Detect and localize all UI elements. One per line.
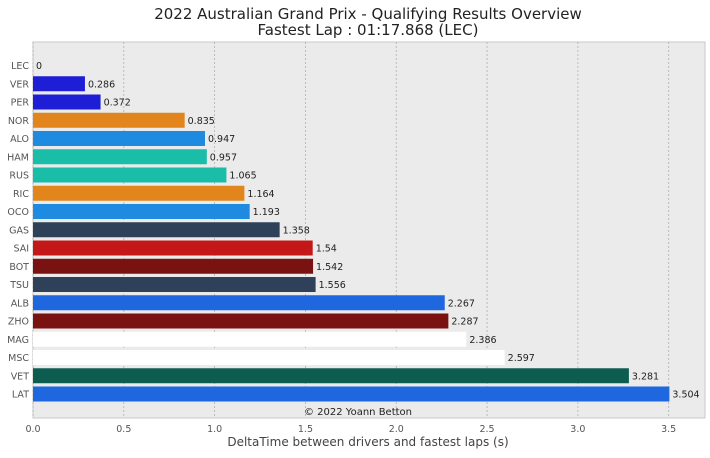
bar-gas <box>33 222 280 238</box>
bar-per <box>33 94 101 110</box>
y-tick-label-tsu: TSU <box>9 280 29 291</box>
bar-ver <box>33 76 85 92</box>
bar-tsu <box>33 277 316 292</box>
y-axis-tick-labels: LEC VER PER NOR ALO HAM RUS RIC OCO GAS SAI BOT TSU A… <box>7 61 29 401</box>
x-tick-label: 2.0 <box>389 424 404 435</box>
x-axis-tick-labels: 0.0 0.5 1.0 1.5 2.0 2.5 3.0 3.5 <box>25 424 676 435</box>
bar-ham <box>33 149 207 165</box>
value-label-zho: 2.287 <box>451 317 478 328</box>
value-label-rus: 1.065 <box>229 171 256 182</box>
x-tick-label: 2.5 <box>479 424 494 435</box>
y-tick-label-gas: GAS <box>9 225 29 236</box>
value-label-ric: 1.164 <box>247 189 274 200</box>
bar-rus <box>33 167 227 183</box>
y-tick-label-alb: ALB <box>11 298 29 309</box>
value-label-tsu: 1.556 <box>319 280 346 291</box>
value-label-sai: 1.54 <box>316 244 337 255</box>
y-tick-label-alo: ALO <box>10 134 29 145</box>
value-label-vet: 3.281 <box>632 371 659 382</box>
value-label-gas: 1.358 <box>283 225 310 236</box>
value-label-ham: 0.957 <box>210 152 237 163</box>
y-tick-label-sai: SAI <box>13 244 29 255</box>
value-labels: 0 0.286 0.372 0.835 0.947 0.957 1.065 1.164 1.19… <box>36 61 700 401</box>
chart-title: 2022 Australian Grand Prix - Qualifying … <box>154 5 582 23</box>
y-tick-label-ric: RIC <box>13 189 29 200</box>
y-tick-label-lec: LEC <box>11 61 29 72</box>
y-tick-label-vet: VET <box>11 371 30 382</box>
value-label-alb: 2.267 <box>448 298 475 309</box>
bar-lat <box>33 386 670 402</box>
bar-sai <box>33 240 313 256</box>
bar-bot <box>33 258 314 274</box>
y-tick-label-per: PER <box>11 98 30 109</box>
bar-vet <box>33 368 629 384</box>
y-tick-label-mag: MAG <box>7 335 29 346</box>
x-tick-label: 3.5 <box>661 424 676 435</box>
bar-ric <box>33 185 245 201</box>
value-label-lec: 0 <box>36 61 42 72</box>
value-label-bot: 1.542 <box>316 262 343 273</box>
x-tick-label: 3.0 <box>570 424 585 435</box>
y-tick-label-ham: HAM <box>7 152 29 163</box>
bar-alo <box>33 131 205 146</box>
value-label-per: 0.372 <box>104 98 131 109</box>
x-axis-label: DeltaTime between drivers and fastest la… <box>227 435 508 449</box>
y-tick-label-msc: MSC <box>8 353 29 364</box>
y-tick-label-nor: NOR <box>8 116 30 127</box>
y-tick-label-bot: BOT <box>9 262 29 273</box>
bar-oco <box>33 204 250 219</box>
y-tick-label-zho: ZHO <box>8 317 29 328</box>
y-tick-label-ver: VER <box>10 79 30 90</box>
value-label-mag: 2.386 <box>469 335 496 346</box>
value-label-lat: 3.504 <box>672 390 699 401</box>
bar-mag <box>33 331 467 347</box>
bar-zho <box>33 313 449 329</box>
value-label-msc: 2.597 <box>508 353 535 364</box>
value-label-alo: 0.947 <box>208 134 235 145</box>
x-tick-label: 1.5 <box>298 424 313 435</box>
y-tick-label-lat: LAT <box>12 390 29 401</box>
x-tick-label: 0.0 <box>25 424 40 435</box>
value-label-oco: 1.193 <box>253 207 280 218</box>
copyright-annotation: © 2022 Yoann Betton <box>304 407 412 418</box>
y-tick-label-oco: OCO <box>7 207 29 218</box>
x-tick-label: 0.5 <box>116 424 131 435</box>
bar-msc <box>33 350 505 365</box>
bar-alb <box>33 295 445 311</box>
chart-subtitle: Fastest Lap : 01:17.868 (LEC) <box>258 21 479 39</box>
value-label-ver: 0.286 <box>88 79 115 90</box>
bar-nor <box>33 112 185 128</box>
y-tick-label-rus: RUS <box>9 171 29 182</box>
bars <box>33 76 670 402</box>
x-tick-label: 1.0 <box>207 424 222 435</box>
value-label-nor: 0.835 <box>188 116 215 127</box>
